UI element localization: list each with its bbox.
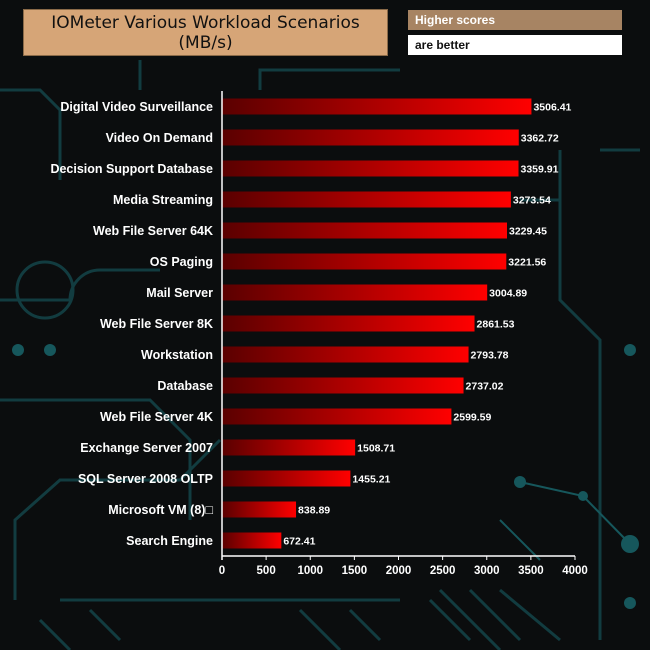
bars-group: Digital Video Surveillance 3506.41 Video O…: [50, 98, 572, 549]
bar: [222, 284, 488, 301]
x-tick-label: 1000: [297, 565, 323, 577]
value-label: 2599.59: [453, 412, 491, 424]
x-tick-label: 2000: [386, 565, 412, 577]
chart-title: IOMeter Various Workload Scenarios: [51, 13, 360, 33]
category-label: Video On Demand: [106, 131, 213, 145]
bar: [222, 253, 507, 270]
bar: [222, 501, 297, 518]
value-label: 1455.21: [352, 474, 390, 486]
category-label: Workstation: [141, 348, 213, 362]
value-label: 672.41: [283, 536, 315, 548]
x-tick-label: 4000: [562, 565, 588, 577]
category-label: Web File Server 64K: [93, 224, 213, 238]
value-label: 2737.02: [466, 381, 504, 393]
category-label: Exchange Server 2007: [80, 441, 213, 455]
bar: [222, 532, 282, 549]
category-label: Database: [157, 379, 213, 393]
value-label: 3506.41: [533, 102, 571, 114]
value-label: 3273.54: [513, 195, 551, 207]
value-label: 3229.45: [509, 226, 547, 238]
value-label: 3221.56: [508, 257, 546, 269]
value-label: 2793.78: [471, 350, 509, 362]
note-higher-scores: Higher scores: [408, 10, 622, 30]
bar: [222, 470, 351, 487]
value-label: 3004.89: [489, 288, 527, 300]
x-tick-label: 3000: [474, 565, 500, 577]
category-label: Decision Support Database: [50, 162, 213, 176]
chart-title-unit: (MB/s): [178, 33, 233, 53]
bar: [222, 408, 452, 425]
category-label: Digital Video Surveillance: [60, 100, 213, 114]
bar: [222, 98, 532, 115]
bar: [222, 377, 464, 394]
bar: [222, 191, 511, 208]
bar: [222, 346, 469, 363]
category-label: Search Engine: [126, 534, 213, 548]
bar: [222, 315, 475, 332]
bar: [222, 222, 507, 239]
note-are-better: are better: [408, 35, 622, 55]
bar: [222, 129, 519, 146]
value-label: 838.89: [298, 505, 330, 517]
value-label: 3362.72: [521, 133, 559, 145]
x-tick-label: 3500: [518, 565, 544, 577]
x-axis: 0 500 1000 1500 2000 2500 3000 3500 4000: [219, 91, 588, 577]
chart-title-box: IOMeter Various Workload Scenarios (MB/s…: [23, 9, 388, 56]
bar: [222, 160, 519, 177]
category-label: OS Paging: [150, 255, 213, 269]
value-label: 1508.71: [357, 443, 395, 455]
category-label: Mail Server: [146, 286, 213, 300]
category-label: SQL Server 2008 OLTP: [78, 472, 213, 486]
category-label: Media Streaming: [113, 193, 213, 207]
x-tick-label: 2500: [430, 565, 456, 577]
x-tick-label: 0: [219, 565, 225, 577]
value-label: 2861.53: [477, 319, 515, 331]
category-label: Web File Server 4K: [100, 410, 213, 424]
category-label: Web File Server 8K: [100, 317, 213, 331]
category-label: Microsoft VM (8)□: [108, 503, 213, 517]
value-label: 3359.91: [521, 164, 559, 176]
x-tick-label: 500: [257, 565, 276, 577]
bar: [222, 439, 356, 456]
x-tick-label: 1500: [342, 565, 368, 577]
